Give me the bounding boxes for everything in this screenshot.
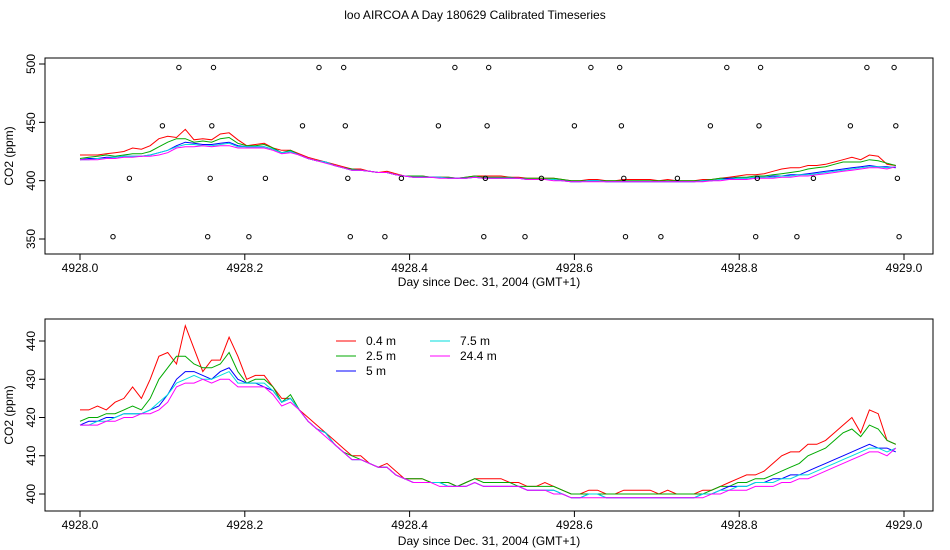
scatter-point	[210, 64, 217, 71]
top-x-axis-label: Day since Dec. 31, 2004 (GMT+1)	[398, 275, 580, 289]
scatter-point	[658, 234, 664, 240]
scatter-point	[847, 123, 854, 129]
scatter-point	[674, 175, 681, 182]
bottom-series-group	[79, 323, 897, 499]
legend: 0.4 m2.5 m5 m 7.5 m24.4 m	[336, 334, 497, 378]
scatter-point	[622, 234, 629, 240]
x-tick-label: 4928.4	[391, 261, 428, 275]
scatter-point	[246, 234, 252, 240]
scatter-point	[707, 123, 714, 129]
scatter-point	[571, 123, 578, 129]
y-tick-label: 500	[24, 54, 38, 74]
x-tick-label: 4928.8	[721, 518, 758, 532]
top-scatter-group	[110, 64, 902, 240]
scatter-point	[724, 64, 730, 71]
y-tick-label: 420	[24, 407, 38, 427]
scatter-point	[159, 123, 166, 129]
bottom-x-ticks: 4928.0 4928.2 4928.4 4928.6 4928.8 4929.0	[62, 511, 923, 532]
scatter-point	[126, 175, 133, 182]
scatter-point	[482, 175, 489, 182]
x-tick-label: 4928.2	[226, 518, 263, 532]
y-tick-label: 410	[24, 445, 38, 465]
x-tick-label: 4928.6	[556, 261, 593, 275]
scatter-point	[345, 175, 351, 182]
series-line-0	[80, 128, 896, 182]
scatter-point	[342, 123, 348, 129]
legend-label: 7.5 m	[460, 334, 490, 348]
scatter-point	[481, 234, 487, 240]
scatter-point	[891, 64, 897, 71]
legend-label: 5 m	[366, 364, 386, 378]
scatter-point	[522, 234, 528, 240]
scatter-point	[347, 234, 353, 240]
scatter-point	[207, 175, 213, 182]
scatter-point	[810, 175, 817, 182]
scatter-point	[262, 175, 269, 182]
scatter-point	[617, 64, 623, 71]
top-y-axis-label: CO2 (ppm)	[2, 126, 16, 185]
scatter-point	[794, 234, 800, 240]
plot-frame-top	[44, 57, 934, 255]
scatter-point	[398, 175, 405, 182]
series-line-0-4-m	[80, 323, 897, 495]
legend-label: 0.4 m	[366, 334, 396, 348]
y-tick-label: 350	[24, 229, 38, 249]
y-tick-label: 440	[24, 331, 38, 351]
x-tick-label: 4928.0	[62, 518, 99, 532]
x-tick-label: 4928.4	[391, 518, 428, 532]
series-line-2-5-m	[79, 351, 897, 495]
top-y-ticks: 350 400 450 500	[24, 54, 45, 249]
scatter-point	[864, 64, 870, 71]
scatter-point	[618, 123, 625, 129]
scatter-point	[538, 175, 545, 182]
y-tick-label: 430	[24, 369, 38, 389]
scatter-point	[893, 123, 899, 129]
scatter-point	[299, 123, 306, 129]
x-tick-label: 4928.8	[721, 261, 758, 275]
scatter-point	[176, 64, 182, 71]
x-tick-label: 4929.0	[886, 261, 923, 275]
scatter-point	[588, 64, 594, 71]
x-tick-label: 4928.2	[226, 261, 263, 275]
scatter-point	[205, 234, 211, 240]
bottom-y-ticks: 400 410 420 430 440	[24, 331, 45, 504]
scatter-point	[757, 64, 764, 71]
scatter-point	[110, 234, 116, 240]
x-tick-label: 4929.0	[886, 518, 923, 532]
bottom-panel: 4928.0 4928.2 4928.4 4928.6 4928.8 4929.0 400…	[2, 318, 934, 548]
x-tick-label: 4928.0	[62, 261, 99, 275]
scatter-point	[753, 234, 759, 240]
top-panel: 4928.0 4928.2 4928.4 4928.6 4928.8 4929.0 350…	[2, 54, 934, 289]
series-line-24-4-m	[80, 378, 897, 499]
top-x-ticks: 4928.0 4928.2 4928.4 4928.6 4928.8 4929.0	[62, 254, 923, 275]
legend-label: 2.5 m	[366, 349, 396, 363]
scatter-point	[754, 175, 760, 182]
bottom-y-axis-label: CO2 (ppm)	[2, 385, 16, 444]
scatter-point	[209, 123, 215, 129]
x-tick-label: 4928.6	[556, 518, 593, 532]
scatter-point	[896, 234, 902, 240]
bottom-x-axis-label: Day since Dec. 31, 2004 (GMT+1)	[398, 534, 580, 548]
scatter-point	[486, 64, 492, 71]
series-line-1	[79, 136, 896, 182]
scatter-point	[316, 64, 322, 71]
scatter-point	[621, 175, 627, 182]
plot-frame-bottom	[44, 318, 934, 512]
top-series-group	[79, 128, 896, 183]
y-tick-label: 400	[24, 484, 38, 504]
chart-title: loo AIRCOA A Day 180629 Calibrated Times…	[344, 8, 605, 22]
scatter-point	[382, 234, 388, 240]
scatter-point	[452, 64, 458, 71]
scatter-point	[894, 175, 901, 182]
scatter-point	[435, 123, 442, 129]
legend-label: 24.4 m	[460, 349, 497, 363]
y-tick-label: 450	[24, 112, 38, 132]
y-tick-label: 400	[24, 170, 38, 190]
scatter-point	[756, 123, 762, 129]
scatter-point	[484, 123, 490, 129]
scatter-point	[341, 64, 347, 71]
